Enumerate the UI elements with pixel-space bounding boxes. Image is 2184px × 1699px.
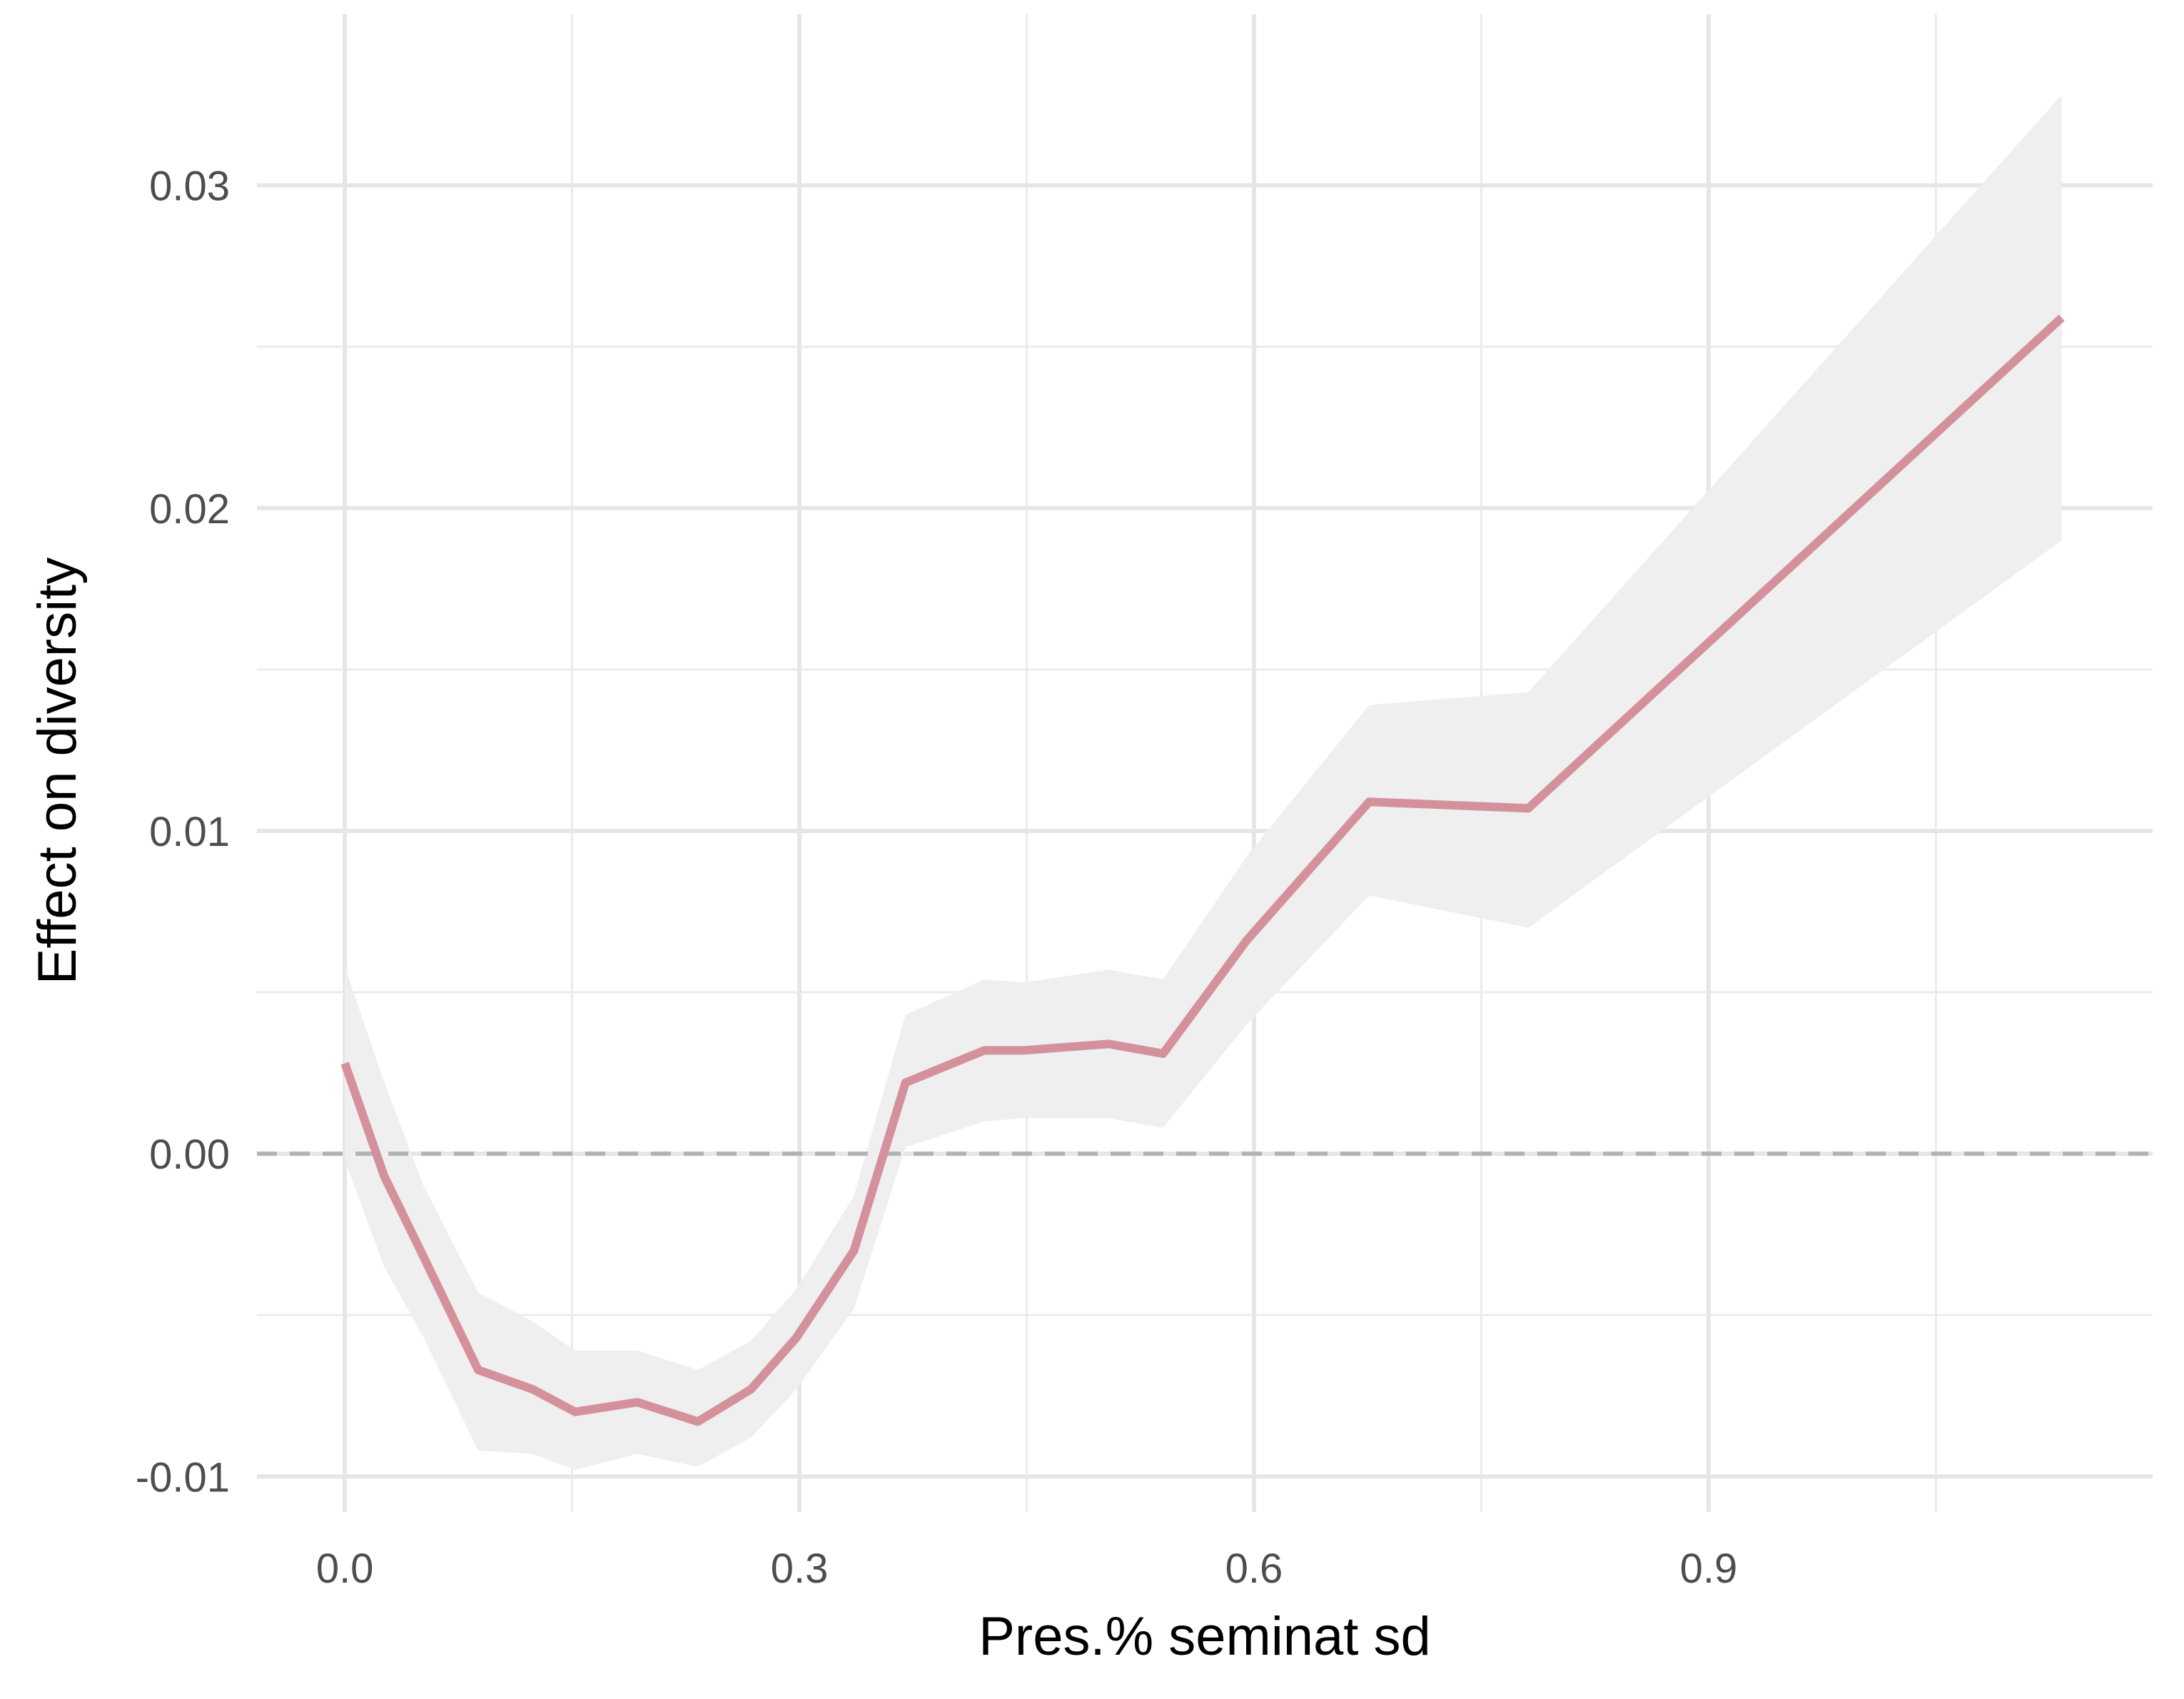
y-tick-label: 0.00 — [149, 1131, 230, 1178]
y-tick-label: 0.01 — [149, 809, 230, 855]
x-axis-title: Pres.% seminat sd — [979, 1606, 1431, 1667]
x-tick-label: 0.3 — [771, 1546, 829, 1592]
x-tick-label: 0.9 — [1680, 1546, 1738, 1592]
y-tick-label: -0.01 — [136, 1454, 230, 1501]
y-tick-label: 0.02 — [149, 486, 230, 533]
y-tick-labels: -0.01 0.00 0.01 0.02 0.03 — [136, 163, 230, 1501]
series-line-layer — [340, 314, 2065, 1426]
effect-line — [340, 314, 2065, 1426]
x-tick-label: 0.0 — [316, 1546, 374, 1592]
y-tick-label: 0.03 — [149, 163, 230, 210]
y-axis-title: Effect on diversity — [27, 558, 88, 984]
confidence-band-layer — [345, 95, 2062, 1471]
x-tick-labels: 0.0 0.3 0.6 0.9 — [316, 1546, 1737, 1592]
x-tick-label: 0.6 — [1225, 1546, 1283, 1592]
confidence-band — [345, 95, 2062, 1471]
